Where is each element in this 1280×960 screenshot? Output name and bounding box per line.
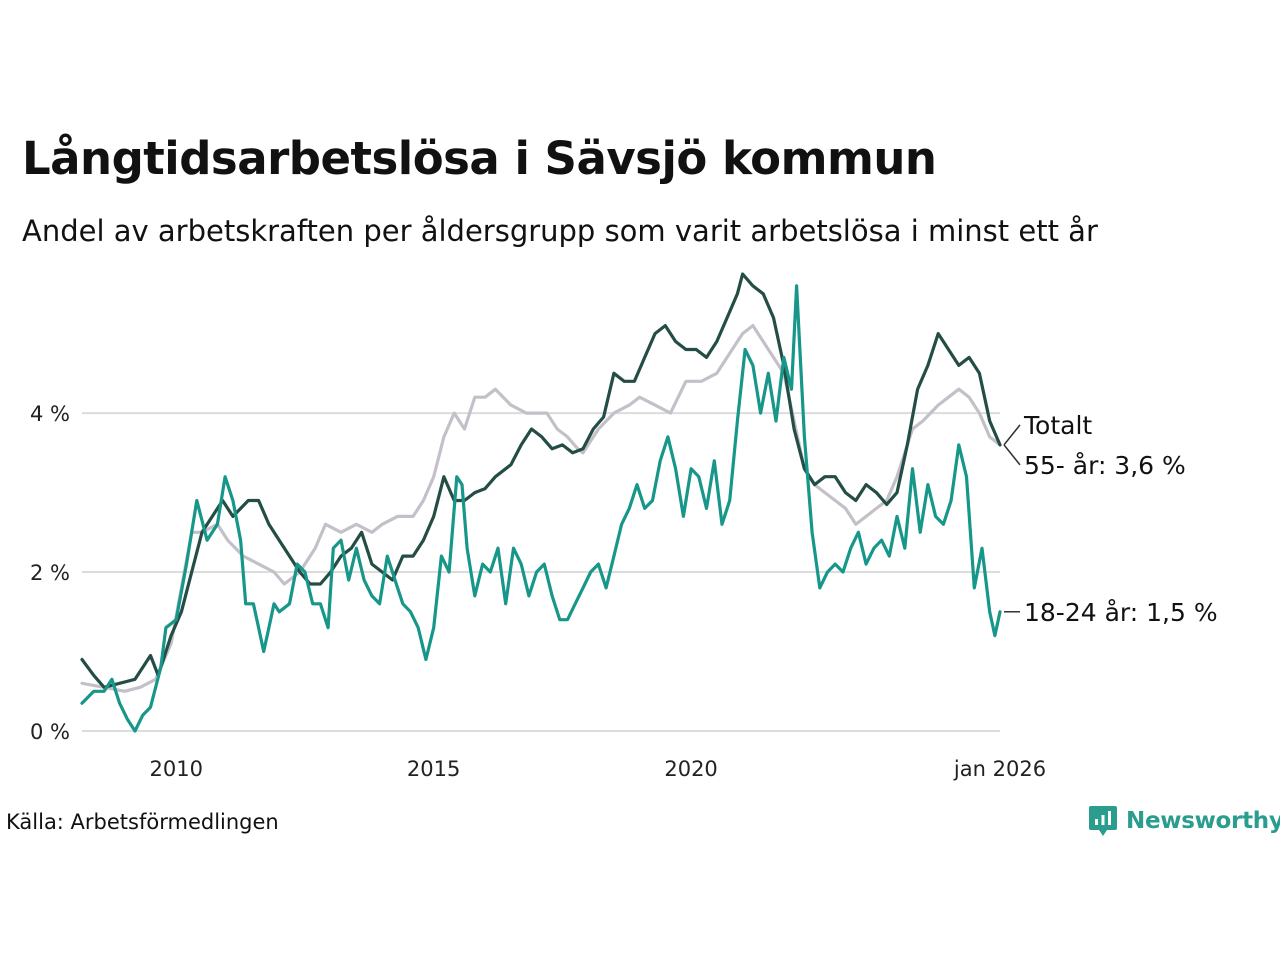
y-tick-label-0: 0 % [30,720,70,744]
series-lines [80,272,1002,733]
series-label-55-r: 55- år: 3,6 % [1024,451,1186,480]
series-line-18-24-r [80,284,1002,733]
brand-name: Newsworthy [1126,808,1280,834]
source-note: Källa: Arbetsförmedlingen [6,810,279,834]
series-line-55-r [80,272,1002,689]
grid-lines [82,412,1000,732]
y-axis-tick-labels: 0 % 2 % 4 % [30,402,70,744]
x-tick-label-2020: 2020 [664,757,717,781]
chart-title: Långtidsarbetslösa i Sävsjö kommun [22,132,937,185]
chart-subtitle: Andel av arbetskraften per åldersgrupp s… [22,214,1098,248]
newsworthy-logo-icon [1089,806,1117,836]
y-tick-label-4: 4 % [30,402,70,426]
series-label-totalt: Totalt [1023,411,1092,440]
x-tick-label-2015: 2015 [407,757,460,781]
newsworthy-logo: Newsworthy [1088,804,1280,838]
series-label-18-24-r: 18-24 år: 1,5 % [1024,598,1218,627]
x-tick-label-jan-2026: jan 2026 [953,757,1046,781]
series-line-totalt [80,324,1002,693]
x-axis-tick-labels: 2010 2015 2020 jan 2026 [149,757,1046,781]
label-leader-55-r [1003,444,1021,466]
series-end-labels: Totalt 55- år: 3,6 % 18-24 år: 1,5 % [1003,411,1218,627]
label-leader-totalt [1003,424,1021,446]
x-tick-label-2010: 2010 [149,757,202,781]
y-tick-label-2: 2 % [30,561,70,585]
